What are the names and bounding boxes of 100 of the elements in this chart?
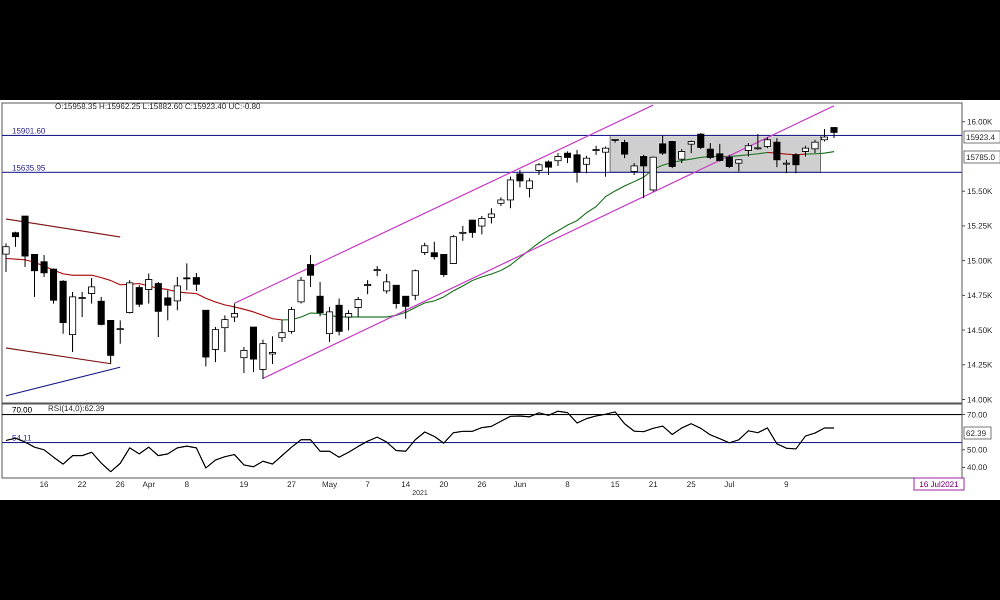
candlestick — [268, 336, 276, 364]
candlestick — [98, 296, 105, 326]
candlestick — [230, 303, 238, 323]
candlestick — [212, 326, 219, 363]
text: 62.39 — [966, 429, 987, 438]
x-tick-label: 26 — [477, 480, 487, 489]
annotation: RSI(14,0):62.39 — [48, 404, 106, 413]
x-tick-label: 8 — [565, 480, 570, 489]
candlestick — [554, 152, 562, 166]
x-tick-label: 21 — [648, 480, 658, 489]
candlestick — [716, 143, 724, 162]
x-tick-label: May — [322, 480, 338, 489]
ref-line-label: 54.11 — [12, 434, 32, 443]
candlestick — [40, 254, 48, 278]
candlestick — [183, 262, 190, 291]
x-tick-label: 26 — [116, 480, 126, 489]
x-tick-label: 27 — [287, 480, 297, 489]
candlestick — [602, 146, 610, 178]
candlestick — [478, 216, 486, 235]
candlestick — [697, 132, 704, 150]
candlestick — [164, 290, 172, 321]
x-tick-label: 15 — [610, 480, 620, 489]
candlestick — [297, 276, 305, 304]
candlestick — [392, 284, 400, 310]
candlestick — [174, 276, 181, 311]
candlestick — [88, 277, 96, 304]
x-tick-label: 7 — [365, 480, 370, 489]
y-tick-label: 14.00K — [967, 395, 994, 404]
text: 16 Jul2021 — [919, 480, 960, 489]
x-tick-label: Jul — [724, 480, 735, 489]
candlestick — [744, 142, 752, 157]
candlestick — [383, 274, 390, 294]
x-tick-label: 9 — [784, 480, 790, 489]
y-tick-label: 15.00K — [967, 256, 994, 266]
candlestick — [583, 155, 590, 174]
candlestick — [735, 158, 742, 172]
candlestick — [488, 208, 495, 224]
candlestick — [640, 154, 648, 199]
candlestick — [421, 242, 428, 256]
x-tick-label: 25 — [686, 480, 696, 489]
candlestick — [430, 241, 438, 260]
y-tick-label: 14.75K — [967, 291, 994, 300]
candlestick — [811, 139, 819, 154]
x-tick-label: 16 — [40, 480, 50, 489]
candlestick — [516, 169, 524, 188]
candlestick — [316, 281, 324, 317]
candlestick — [354, 296, 362, 318]
candlestick — [278, 320, 286, 343]
x-tick-label: Apr — [142, 480, 156, 489]
ref-line-label: 15635.95 — [12, 163, 46, 172]
candlestick — [706, 142, 714, 160]
y-tick-label: 15.50K — [967, 186, 994, 196]
candlestick — [192, 272, 200, 292]
candlestick — [221, 314, 228, 353]
candlestick — [468, 220, 476, 238]
candlestick — [31, 254, 38, 298]
candlestick — [307, 254, 314, 288]
text: 15785.0 — [966, 153, 996, 162]
y-tick-label: 70.00 — [967, 410, 988, 420]
text: 15923.4 — [966, 133, 996, 142]
ref-line-label: 15901.60 — [12, 126, 46, 136]
x-tick-label: 8 — [184, 480, 190, 489]
candlestick — [326, 306, 334, 343]
x-tick-label: 22 — [78, 480, 88, 489]
candlestick — [820, 128, 828, 142]
candlestick — [345, 310, 352, 331]
candlestick — [288, 306, 296, 334]
candlestick — [621, 139, 628, 159]
candlestick — [402, 296, 410, 320]
annotation: O:15958.35 H:15962.25 L:15882.60 C:15923.40 UC:-0.80 — [55, 102, 262, 111]
candlestick — [764, 136, 771, 149]
y-tick-label: 15.25K — [967, 222, 994, 231]
candlestick — [145, 273, 152, 304]
candlestick — [535, 162, 543, 176]
x-tick-label: 20 — [439, 480, 449, 489]
y-tick-label: 14.50K — [967, 326, 994, 335]
candlestick — [688, 140, 695, 154]
candlestick — [726, 154, 733, 169]
y-tick-label: 40.00 — [967, 463, 988, 472]
candlestick — [240, 346, 248, 374]
candlestick — [782, 159, 790, 174]
candlestick — [573, 149, 581, 184]
ref-line-label: 70.00 — [12, 406, 33, 415]
candlestick — [630, 162, 638, 176]
candlestick — [544, 160, 552, 176]
candlestick — [564, 150, 572, 164]
y-tick-label: 50.00 — [967, 446, 988, 455]
candlestick — [659, 135, 666, 156]
candlestick — [364, 280, 372, 295]
candlestick — [792, 152, 800, 174]
candlestick — [440, 254, 448, 278]
candlestick — [678, 148, 686, 164]
candlestick — [592, 145, 600, 156]
candlestick — [802, 145, 809, 157]
candlestick — [773, 138, 780, 168]
x-tick-label: 14 — [401, 480, 411, 489]
candlestick — [506, 176, 514, 209]
x-tick-label: 19 — [239, 480, 249, 489]
candlestick — [136, 284, 143, 308]
candlestick — [78, 291, 86, 318]
